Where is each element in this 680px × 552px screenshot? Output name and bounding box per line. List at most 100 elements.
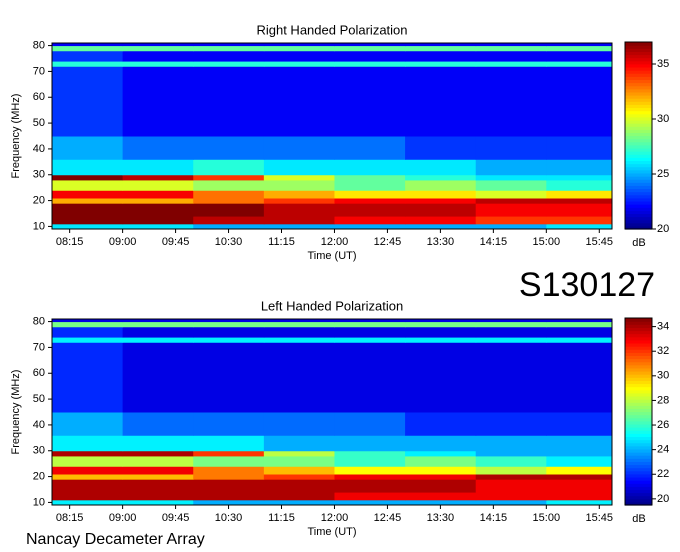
colorbar-step bbox=[625, 374, 652, 378]
colorbar-step bbox=[625, 176, 652, 180]
colorbar-step bbox=[625, 452, 652, 456]
heat-cell bbox=[546, 136, 613, 160]
heat-cell bbox=[546, 499, 613, 506]
heat-cell bbox=[122, 326, 194, 338]
heat-cell bbox=[546, 474, 613, 480]
heat-cell bbox=[405, 190, 477, 199]
heat-cell bbox=[334, 492, 406, 501]
heat-cell bbox=[546, 319, 613, 323]
x-tick-label: 11:15 bbox=[268, 236, 295, 248]
heat-cell bbox=[122, 455, 194, 467]
heat-cell bbox=[263, 479, 335, 493]
colorbar-step bbox=[625, 138, 652, 143]
heat-cell bbox=[475, 479, 547, 493]
y-axis-label: Frequency (MHz) bbox=[10, 370, 22, 455]
x-tick-label: 12:45 bbox=[374, 236, 402, 248]
heat-cell bbox=[263, 326, 335, 338]
heat-cell bbox=[475, 450, 547, 457]
colorbar-step bbox=[625, 51, 652, 56]
figure-id: S130127 bbox=[519, 266, 655, 304]
x-tick-label: 15:45 bbox=[586, 236, 614, 248]
heat-cell bbox=[546, 159, 613, 176]
heat-cell bbox=[546, 43, 613, 47]
heat-cell bbox=[122, 319, 194, 323]
y-tick-label: 60 bbox=[33, 91, 45, 103]
colorbar-step bbox=[625, 179, 652, 183]
heat-cell bbox=[52, 223, 124, 230]
heat-cell bbox=[122, 435, 194, 452]
y-tick-label: 80 bbox=[33, 39, 45, 51]
heat-cell bbox=[193, 466, 265, 475]
heat-cell bbox=[546, 479, 613, 493]
heat-cell bbox=[263, 159, 335, 176]
colorbar-step bbox=[625, 66, 652, 71]
heat-cell bbox=[122, 50, 194, 62]
y-tick-label: 40 bbox=[33, 419, 45, 431]
x-tick-label: 09:00 bbox=[109, 236, 137, 248]
colorbar-step bbox=[625, 163, 652, 168]
y-tick-label: 20 bbox=[33, 194, 45, 206]
heat-cell bbox=[475, 474, 547, 480]
y-tick-label: 60 bbox=[33, 367, 45, 379]
heat-cell bbox=[334, 136, 406, 160]
colorbar-step bbox=[625, 501, 652, 506]
y-tick-label: 50 bbox=[33, 393, 45, 405]
x-tick-label: 09:00 bbox=[109, 512, 137, 524]
heat-cell bbox=[263, 466, 335, 475]
heat-cell bbox=[405, 492, 477, 501]
heat-cell bbox=[334, 179, 406, 191]
colorbar-step bbox=[625, 182, 652, 186]
colorbar-step bbox=[625, 172, 652, 177]
colorbar-step bbox=[625, 154, 652, 158]
heat-cell bbox=[122, 412, 194, 436]
heat-cell bbox=[405, 179, 477, 191]
colorbar-step bbox=[625, 197, 652, 202]
colorbar-step bbox=[625, 94, 652, 99]
heat-cell bbox=[334, 326, 406, 338]
heat-cell bbox=[475, 203, 547, 217]
colorbar-step bbox=[625, 427, 652, 431]
heat-cell bbox=[475, 216, 547, 225]
colorbar-frame bbox=[624, 317, 653, 506]
heat-cell bbox=[263, 174, 335, 181]
heat-cell bbox=[546, 455, 613, 467]
heat-cell bbox=[546, 45, 613, 52]
colorbar-step bbox=[625, 213, 652, 218]
heat-cell bbox=[263, 474, 335, 480]
heat-cell bbox=[263, 342, 335, 413]
colorbar-step bbox=[625, 417, 652, 422]
colorbar-tick-label: 24 bbox=[657, 444, 669, 456]
colorbar-step bbox=[625, 79, 652, 84]
colorbar-step bbox=[625, 188, 652, 193]
x-tick-label: 08:15 bbox=[56, 512, 84, 524]
heat-cell bbox=[193, 319, 265, 323]
heat-cell bbox=[52, 45, 124, 52]
heat-cell bbox=[475, 45, 547, 52]
heat-cell bbox=[263, 190, 335, 199]
heat-cell bbox=[405, 450, 477, 457]
heat-cell bbox=[193, 190, 265, 199]
colorbar-step bbox=[625, 495, 652, 500]
heat-cell bbox=[334, 479, 406, 493]
colorbar-step bbox=[625, 352, 652, 356]
colorbar-tick-label: 35 bbox=[657, 58, 669, 70]
heat-cell bbox=[405, 474, 477, 480]
heat-cell bbox=[546, 492, 613, 501]
heat-cell bbox=[546, 223, 613, 230]
heat-cell bbox=[263, 337, 335, 343]
x-tick-label: 09:45 bbox=[162, 512, 190, 524]
heat-cell bbox=[475, 412, 547, 436]
x-tick-label: 08:15 bbox=[56, 236, 84, 248]
heat-cell bbox=[475, 198, 547, 204]
colorbar-step bbox=[625, 107, 652, 112]
heat-cell bbox=[193, 326, 265, 338]
colorbar-step bbox=[625, 386, 652, 391]
colorbar-step bbox=[625, 225, 652, 230]
heat-cell bbox=[546, 50, 613, 62]
colorbar-tick-label: 34 bbox=[657, 321, 669, 333]
x-tick-label: 14:15 bbox=[480, 512, 508, 524]
colorbar-step bbox=[625, 57, 652, 62]
heat-cell bbox=[193, 179, 265, 191]
colorbar-step bbox=[625, 402, 652, 406]
heat-cell bbox=[475, 50, 547, 62]
